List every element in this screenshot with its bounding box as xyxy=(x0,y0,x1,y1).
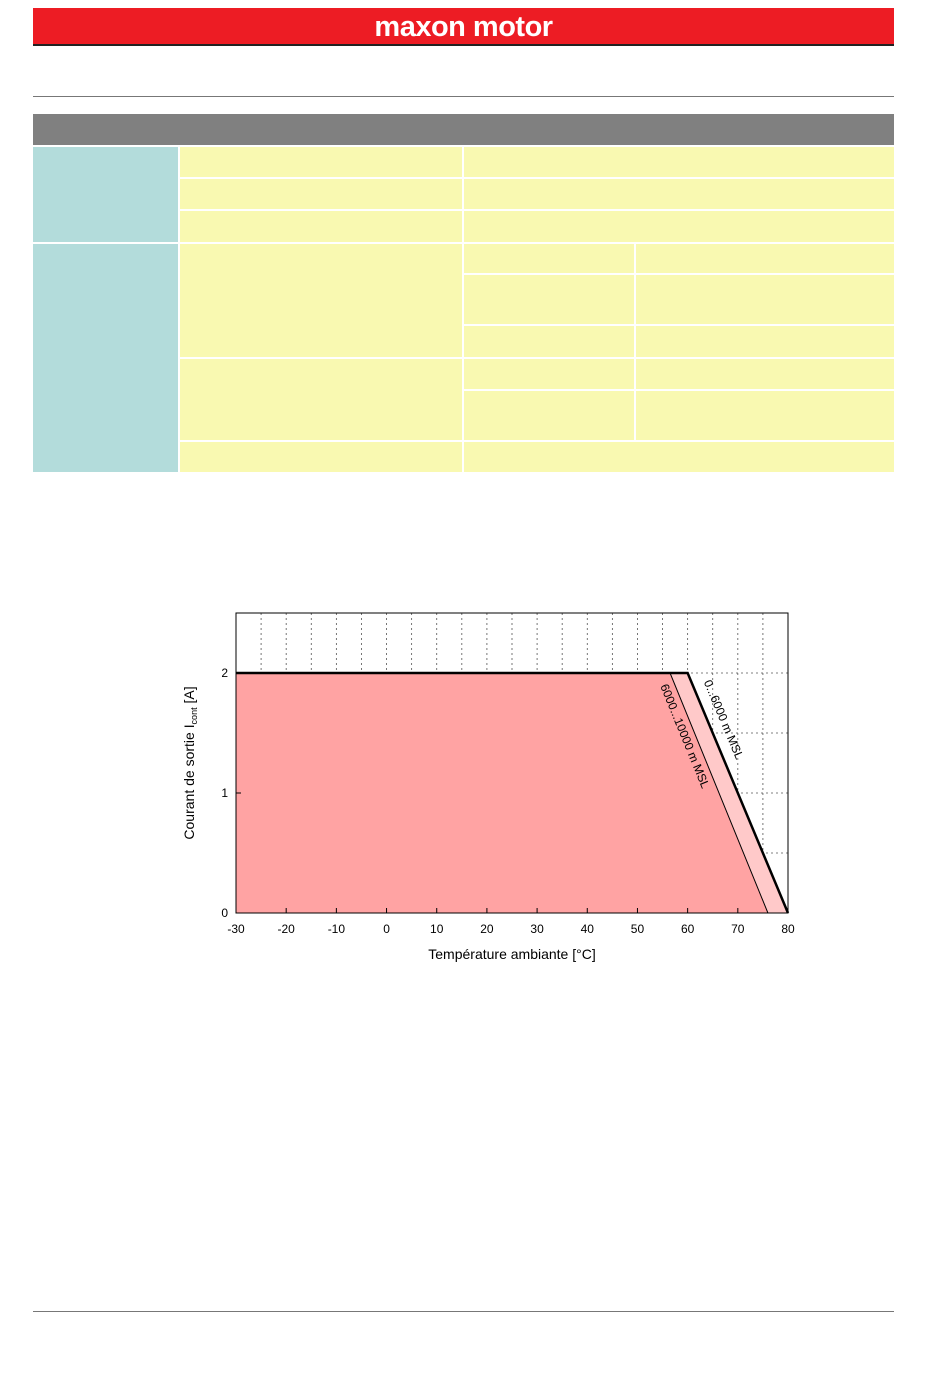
x-tick-label: -30 xyxy=(227,922,245,936)
y-tick-label: 2 xyxy=(221,666,228,680)
x-tick-label: 10 xyxy=(430,922,444,936)
y-tick-label: 1 xyxy=(221,786,228,800)
x-tick-label: 80 xyxy=(781,922,795,936)
table-label-cell xyxy=(33,147,178,242)
table-cell xyxy=(464,244,634,273)
x-tick-label: 60 xyxy=(681,922,695,936)
table-cell xyxy=(464,179,894,209)
table-cell xyxy=(180,179,462,209)
table-cell xyxy=(464,391,634,440)
table-cell xyxy=(464,211,894,242)
table-header-row xyxy=(33,114,894,145)
table-cell xyxy=(464,359,634,389)
plot-frame xyxy=(235,612,789,914)
x-tick-label: 0 xyxy=(383,922,390,936)
table-label-cell xyxy=(33,244,178,472)
x-tick-label: 50 xyxy=(631,922,645,936)
chart-ticks: -30 -20 -10 0 10 20 30 40 50 60 70 80 0 1 2 xyxy=(221,666,795,936)
table-cell xyxy=(180,211,462,242)
table-cell xyxy=(464,326,634,357)
y-tick-label: 0 xyxy=(221,906,228,920)
table-cell xyxy=(180,359,462,440)
spec-table xyxy=(33,114,894,472)
header-divider xyxy=(33,96,894,97)
table-cell xyxy=(180,442,462,472)
y-axis-label: Courant de sortie Icont [A] xyxy=(181,686,199,839)
series-line-6000-10000m xyxy=(236,672,769,914)
x-tick-label: 70 xyxy=(731,922,745,936)
table-cell xyxy=(464,442,894,472)
x-tick-label: -20 xyxy=(278,922,296,936)
table-cell xyxy=(636,391,894,440)
table-cell xyxy=(636,326,894,357)
x-tick-label: 30 xyxy=(530,922,544,936)
table-cell xyxy=(636,275,894,324)
brand-header-bar: maxon motor xyxy=(33,8,894,46)
brand-logo-text: maxon motor xyxy=(374,11,553,43)
x-tick-label: -10 xyxy=(328,922,346,936)
table-cell xyxy=(180,244,462,357)
table-cell xyxy=(464,147,894,177)
area-6000-10000m xyxy=(236,673,768,913)
table-cell xyxy=(636,359,894,389)
table-cell xyxy=(180,147,462,177)
x-axis-label: Température ambiante [°C] xyxy=(428,946,595,962)
table-cell xyxy=(464,275,634,324)
footer-divider xyxy=(33,1311,894,1312)
table-cell xyxy=(636,244,894,273)
x-tick-label: 40 xyxy=(581,922,595,936)
x-tick-label: 20 xyxy=(480,922,494,936)
